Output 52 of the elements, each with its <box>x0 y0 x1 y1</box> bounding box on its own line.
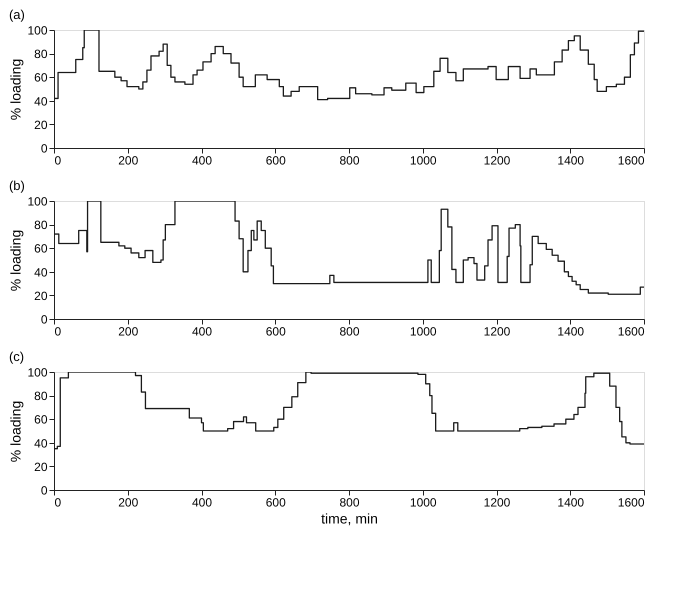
x-tick-label: 1000 <box>410 496 437 510</box>
x-tick-label: 1600 <box>618 324 645 338</box>
chart-title: (b) <box>8 178 25 193</box>
x-tick-label: 600 <box>266 324 286 338</box>
x-tick-label: 0 <box>54 154 62 168</box>
y-tick-label: 0 <box>40 142 48 156</box>
y-tick-label: 40 <box>34 265 48 280</box>
x-tick-label: 400 <box>192 324 212 338</box>
x-tick-label: 800 <box>339 496 360 510</box>
x-tick-label: 1200 <box>484 324 511 338</box>
x-tick-label: 1400 <box>557 324 584 338</box>
y-tick-label: 60 <box>34 70 48 85</box>
y-tick-label: 40 <box>34 94 48 108</box>
x-tick-label: 1000 <box>410 324 437 338</box>
y-tick-label: 80 <box>34 389 48 404</box>
y-axis-title: % loading <box>7 400 24 462</box>
x-tick-label: 1200 <box>484 496 511 510</box>
x-tick-label: 1200 <box>484 154 511 168</box>
y-tick-label: 100 <box>27 194 48 208</box>
chart-title: (c) <box>8 349 24 364</box>
x-tick-label: 800 <box>339 324 360 338</box>
x-axis-title: time, min <box>321 510 378 526</box>
y-tick-label: 20 <box>34 118 48 132</box>
y-tick-label: 40 <box>34 436 48 450</box>
y-tick-label: 20 <box>34 460 48 474</box>
y-tick-label: 60 <box>34 412 48 427</box>
x-tick-label: 800 <box>339 154 360 168</box>
x-tick-label: 600 <box>266 496 286 510</box>
y-tick-label: 20 <box>34 288 48 303</box>
y-tick-label: 100 <box>27 24 48 38</box>
x-tick-label: 200 <box>118 496 139 510</box>
x-tick-label: 1000 <box>410 154 437 168</box>
x-tick-label: 1600 <box>618 496 645 510</box>
y-tick-label: 60 <box>34 242 48 256</box>
y-axis-title: % loading <box>7 230 24 292</box>
y-tick-label: 0 <box>40 484 48 498</box>
x-tick-label: 600 <box>266 154 286 168</box>
x-tick-label: 0 <box>54 496 62 510</box>
x-tick-label: 400 <box>192 496 212 510</box>
x-tick-label: 1400 <box>557 154 584 168</box>
x-tick-label: 1400 <box>557 496 584 510</box>
y-axis-title: % loading <box>7 58 24 120</box>
y-tick-label: 0 <box>40 312 48 326</box>
y-tick-label: 80 <box>34 47 48 62</box>
x-tick-label: 1600 <box>618 154 645 168</box>
y-tick-label: 100 <box>27 366 48 380</box>
y-tick-label: 80 <box>34 218 48 232</box>
x-tick-label: 200 <box>118 324 139 338</box>
chart-title: (a) <box>8 7 25 22</box>
x-tick-label: 200 <box>118 154 139 168</box>
x-tick-label: 0 <box>54 324 62 338</box>
x-tick-label: 400 <box>192 154 212 168</box>
